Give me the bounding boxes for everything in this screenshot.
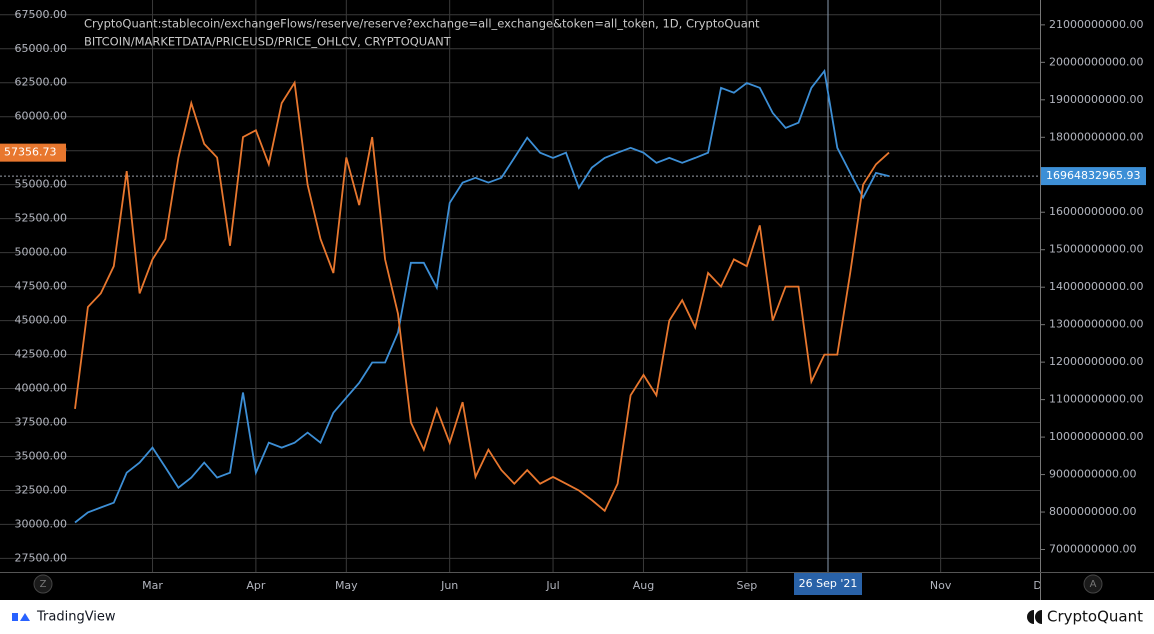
price-tag-label: 57356.73: [4, 146, 57, 159]
legend-entry: BITCOIN/MARKETDATA/PRICEUSD/PRICE_OHLCV,…: [84, 35, 452, 49]
series-line: [74, 80, 890, 513]
y2-tick-label: 13000000000.00: [1049, 318, 1143, 331]
y-tick-label: 40000.00: [15, 382, 68, 395]
y2-tick-label: 18000000000.00: [1049, 130, 1143, 143]
x-tick-label: Nov: [930, 579, 952, 592]
y-tick-label: 60000.00: [15, 110, 68, 123]
x-tick-label: Apr: [246, 579, 266, 592]
branding-left: TradingView: [36, 610, 116, 625]
y-tick-label: 45000.00: [15, 314, 68, 327]
y2-tick-label: 20000000000.00: [1049, 55, 1143, 68]
x-tick-label: May: [335, 579, 358, 592]
y-tick-label: 35000.00: [15, 449, 68, 462]
crosshair-date-box: [794, 573, 862, 595]
y2-tick-label: 15000000000.00: [1049, 243, 1143, 256]
y2-tick-label: 21000000000.00: [1049, 18, 1143, 31]
x-tick-label: Mar: [142, 579, 163, 592]
control-label: A: [1090, 579, 1097, 590]
y2-tick-label: 10000000000.00: [1049, 430, 1143, 443]
y2-tick-label: 7000000000.00: [1049, 543, 1136, 556]
x-tick-label: Aug: [633, 579, 654, 592]
y-tick-label: 42500.00: [15, 348, 68, 361]
cryptoquant-logo: [1027, 610, 1042, 624]
control-button[interactable]: [1083, 574, 1103, 594]
y-tick-label: 30000.00: [15, 517, 68, 530]
control-button[interactable]: [33, 574, 53, 594]
y2-tick-label: 8000000000.00: [1049, 505, 1136, 518]
price-tag: [0, 143, 66, 162]
y-tick-label: 62500.00: [15, 76, 68, 89]
y2-tick-label: 12000000000.00: [1049, 355, 1143, 368]
legend-entry: CryptoQuant:stablecoin/exchangeFlows/res…: [84, 17, 760, 31]
y2-tick-label: 11000000000.00: [1049, 393, 1143, 406]
y-tick-label: 47500.00: [15, 280, 68, 293]
y2-tick-label: 14000000000.00: [1049, 280, 1143, 293]
tradingview-logo: [12, 613, 30, 621]
y-tick-label: 50000.00: [15, 246, 68, 259]
y-tick-label: 65000.00: [15, 42, 68, 55]
control-label: Z: [40, 579, 47, 590]
chart-background: [0, 0, 1154, 600]
x-tick-label: Jul: [545, 579, 559, 592]
y2-tick-label: 16000000000.00: [1049, 205, 1143, 218]
y-tick-label: 32500.00: [15, 483, 68, 496]
y-tick-label: 67500.00: [15, 8, 68, 21]
right-axis-panel: [1040, 0, 1154, 600]
branding-right: CryptoQuant: [1047, 608, 1143, 626]
series-line: [74, 68, 890, 524]
y-tick-label: 27500.00: [15, 551, 68, 564]
y2-tick-label: 9000000000.00: [1049, 468, 1136, 481]
y-tick-label: 55000.00: [15, 178, 68, 191]
y-tick-label: 37500.00: [15, 416, 68, 429]
price-tag-label: 16964832965.93: [1046, 169, 1140, 182]
x-tick-label: Sep: [736, 579, 757, 592]
y-tick-label: 52500.00: [15, 212, 68, 225]
price-tag: [1041, 167, 1146, 186]
crosshair-date-label: 26 Sep '21: [799, 577, 858, 590]
x-tick-label: Jun: [440, 579, 458, 592]
y2-tick-label: 19000000000.00: [1049, 93, 1143, 106]
